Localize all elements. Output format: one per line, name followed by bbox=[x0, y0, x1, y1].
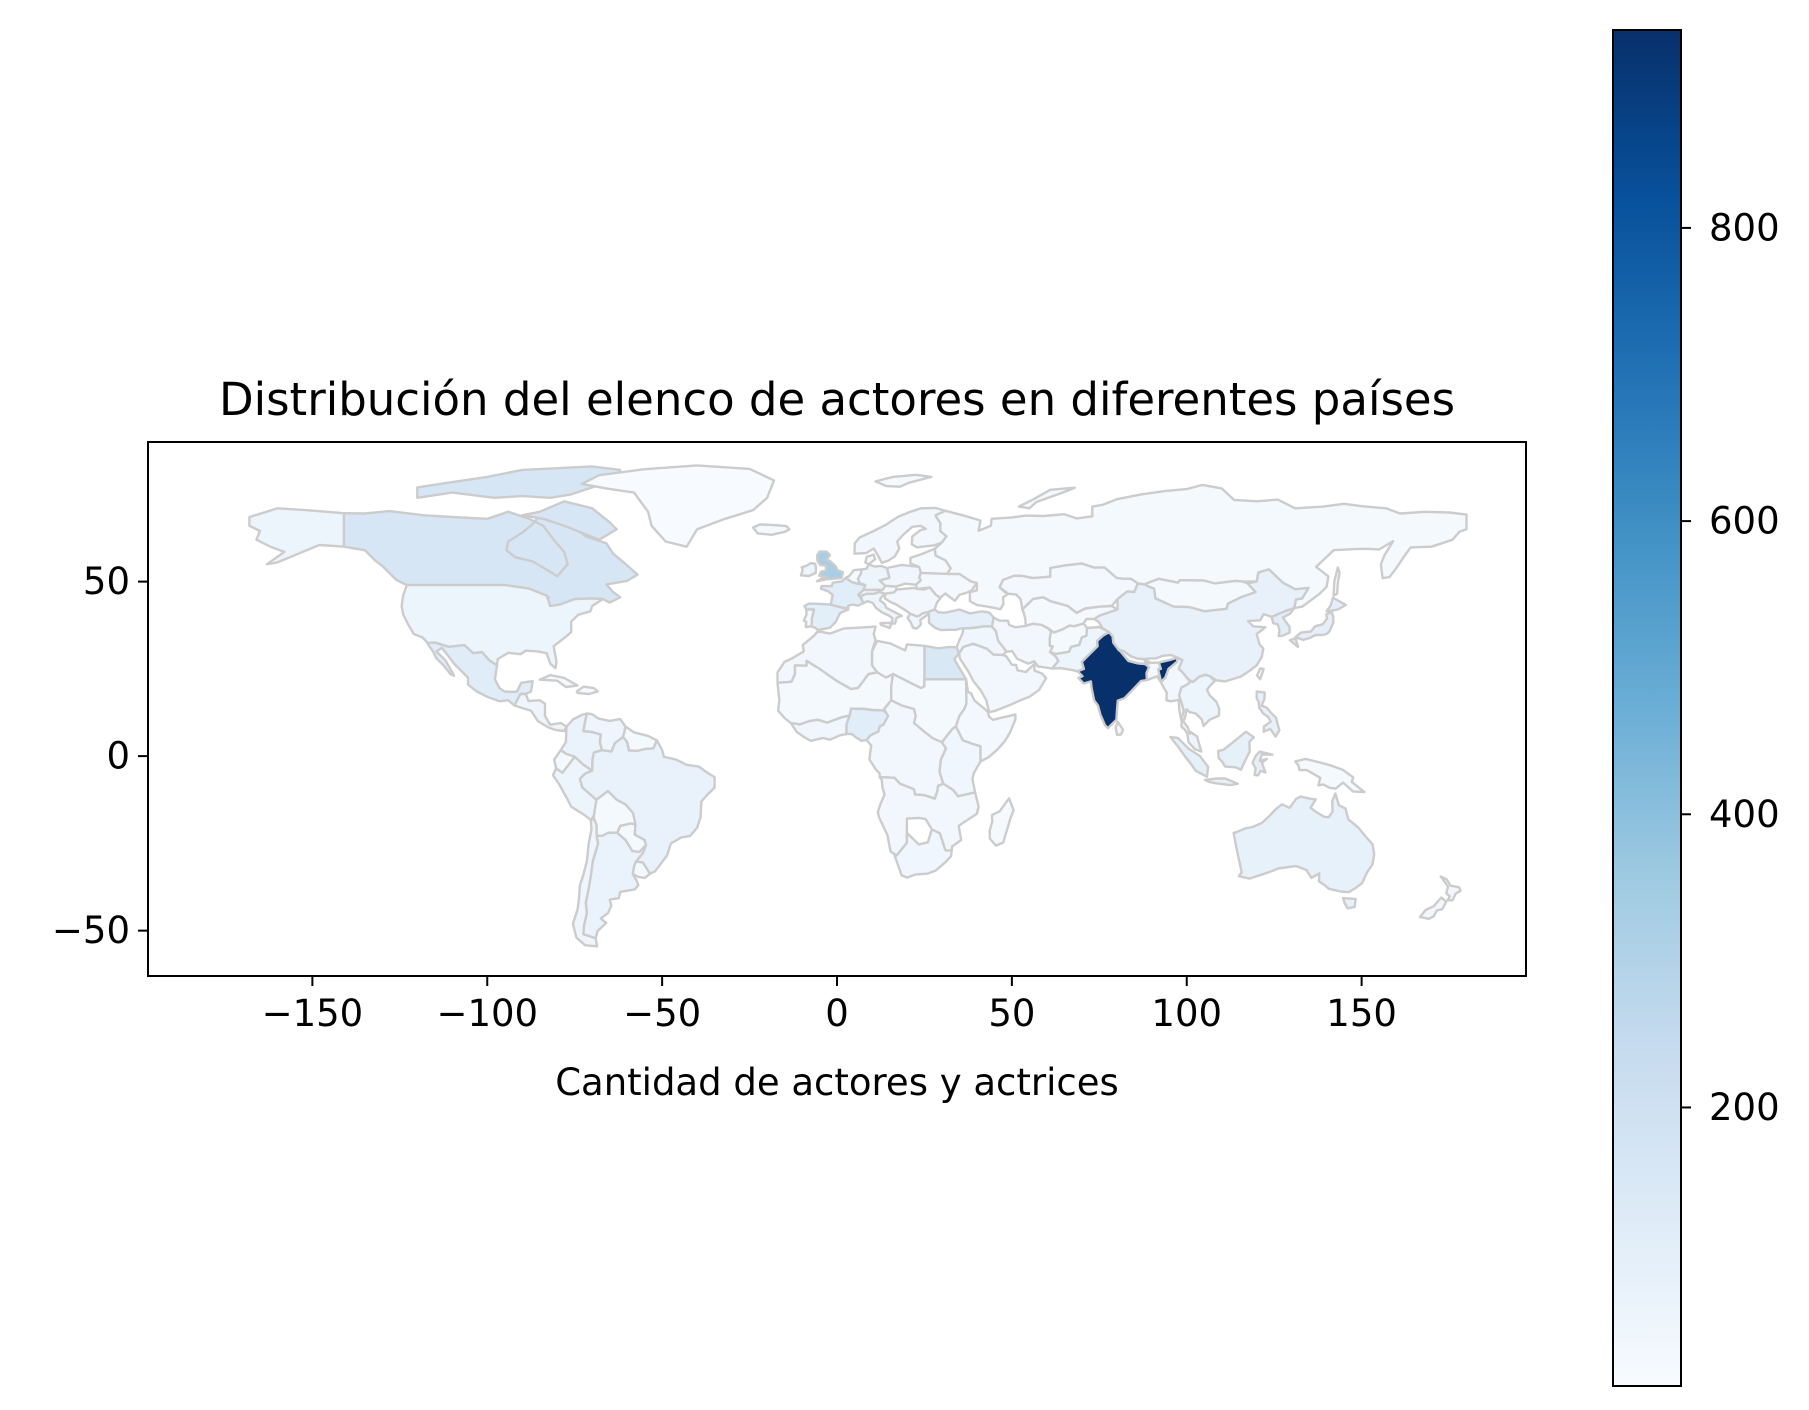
region-sicily bbox=[879, 621, 893, 630]
colorbar-axis: 200 400 600 800 bbox=[1681, 206, 1780, 1129]
region-sri-lanka bbox=[1114, 720, 1125, 736]
region-bangladesh bbox=[1143, 661, 1163, 684]
region-china bbox=[1092, 568, 1310, 684]
x-tick-label: 50 bbox=[988, 992, 1035, 1035]
region-ireland bbox=[799, 561, 818, 578]
region-japan bbox=[1288, 610, 1335, 649]
region-brazil bbox=[578, 735, 716, 875]
region-argentina bbox=[582, 831, 648, 940]
y-axis: −50 0 50 bbox=[52, 560, 148, 952]
x-tick-label: −100 bbox=[436, 992, 538, 1035]
region-italy bbox=[860, 590, 903, 625]
region-alaska bbox=[248, 507, 346, 566]
region-scandinavia bbox=[853, 506, 948, 564]
region-gulf-of-guinea bbox=[789, 714, 851, 742]
region-sakhalin bbox=[1332, 566, 1341, 597]
region-australia bbox=[1232, 792, 1376, 894]
x-tick-label: −150 bbox=[262, 992, 364, 1035]
region-denmark bbox=[864, 553, 877, 566]
region-borneo bbox=[1217, 730, 1256, 771]
region-new-zealand-south bbox=[1418, 896, 1448, 920]
region-south-africa bbox=[893, 828, 953, 879]
region-sulawesi bbox=[1251, 750, 1274, 777]
region-new-zealand-north bbox=[1439, 875, 1462, 902]
region-svalbard bbox=[874, 473, 933, 488]
map-countries bbox=[248, 464, 1468, 948]
colorbar-tick-label: 600 bbox=[1709, 500, 1780, 543]
x-tick-label: 100 bbox=[1151, 992, 1222, 1035]
x-axis-label: Cantidad de actores y actrices bbox=[555, 1061, 1119, 1104]
region-madagascar bbox=[988, 797, 1015, 847]
y-tick-label: 0 bbox=[106, 735, 130, 778]
region-cuba bbox=[538, 673, 579, 689]
region-hokkaido bbox=[1325, 596, 1348, 613]
x-axis: −150 −100 −50 0 50 100 150 bbox=[262, 976, 1397, 1035]
region-hispaniola bbox=[575, 685, 599, 696]
colorbar-tick-label: 200 bbox=[1709, 1086, 1780, 1129]
region-sumatra bbox=[1169, 735, 1210, 778]
region-horn-of-africa bbox=[954, 678, 1017, 763]
region-united-states bbox=[400, 583, 604, 670]
region-tasmania bbox=[1341, 897, 1357, 910]
colorbar-tick-label: 400 bbox=[1709, 793, 1780, 836]
region-novaya-zemlya bbox=[1017, 486, 1076, 510]
region-iceland bbox=[751, 523, 791, 536]
region-indochina bbox=[1177, 673, 1221, 753]
region-new-guinea bbox=[1294, 757, 1366, 794]
region-greenland bbox=[580, 464, 776, 548]
x-tick-label: −50 bbox=[623, 992, 701, 1035]
region-central-america bbox=[513, 692, 568, 733]
region-taiwan bbox=[1255, 667, 1265, 681]
y-tick-label: 50 bbox=[83, 560, 130, 603]
region-southern-africa bbox=[876, 775, 980, 857]
region-philippines bbox=[1255, 690, 1281, 738]
region-east-africa bbox=[938, 725, 982, 798]
region-united-kingdom bbox=[815, 550, 845, 583]
colorbar bbox=[1612, 29, 1682, 1387]
region-portugal bbox=[802, 608, 816, 629]
x-tick-label: 150 bbox=[1326, 992, 1397, 1035]
region-java bbox=[1203, 777, 1239, 787]
region-korea bbox=[1270, 606, 1296, 638]
region-baffin-island bbox=[521, 500, 618, 541]
region-nepal bbox=[1117, 648, 1147, 666]
x-tick-label: 0 bbox=[825, 992, 849, 1035]
y-tick-label: −50 bbox=[52, 909, 130, 952]
chart-title: Distribución del elenco de actores en di… bbox=[219, 373, 1455, 426]
colorbar-tick-label: 800 bbox=[1709, 206, 1780, 249]
